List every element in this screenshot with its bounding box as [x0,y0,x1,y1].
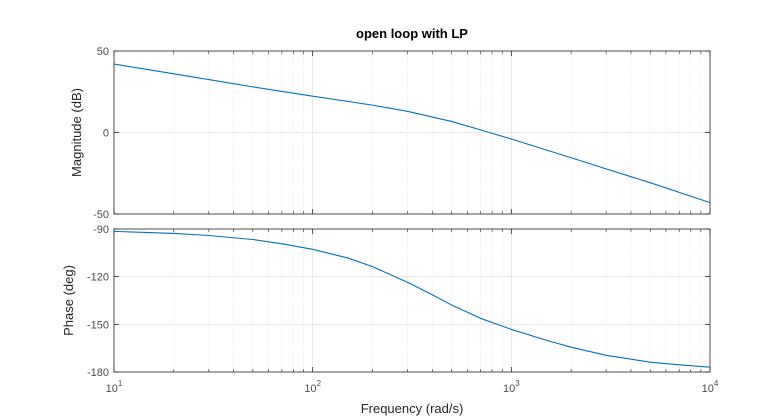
x-tick-label: 101 [106,379,123,395]
phase-subplot: -90 -120 -150 -180 Phase (deg) [61,224,711,379]
phase-axes-box [113,228,711,373]
magnitude-y-tick-label: 50 [97,46,109,58]
phase-axes-background [114,229,710,372]
magnitude-y-tick-label: 0 [103,128,109,140]
chart-title: open loop with LP [356,26,468,41]
magnitude-axes-box [113,50,711,215]
phase-y-axis-label: Phase (deg) [61,265,76,336]
magnitude-series-line [113,63,711,204]
x-tick-label: 104 [702,379,719,395]
x-tick-label: 102 [304,379,321,395]
phase-y-tick-label: -120 [87,272,109,284]
x-axis-label: Frequency (rad/s) [361,401,464,416]
phase-series-line [113,230,711,368]
magnitude-y-axis-label: Magnitude (dB) [69,88,84,177]
magnitude-subplot: -50 0 50 Magnitude (dB) [69,46,711,221]
magnitude-y-tick-label: -50 [93,209,109,221]
x-tick-labels: 101 102 103 104 [106,379,719,395]
plot-area: -50 0 50 Magnitude (dB) -90 -120 -150 -180 Phase… [61,46,719,395]
phase-y-tick-label: -180 [87,367,109,379]
x-tick-label: 103 [503,379,520,395]
phase-y-tick-label: -150 [87,319,109,331]
phase-y-tick-label: -90 [93,224,109,236]
